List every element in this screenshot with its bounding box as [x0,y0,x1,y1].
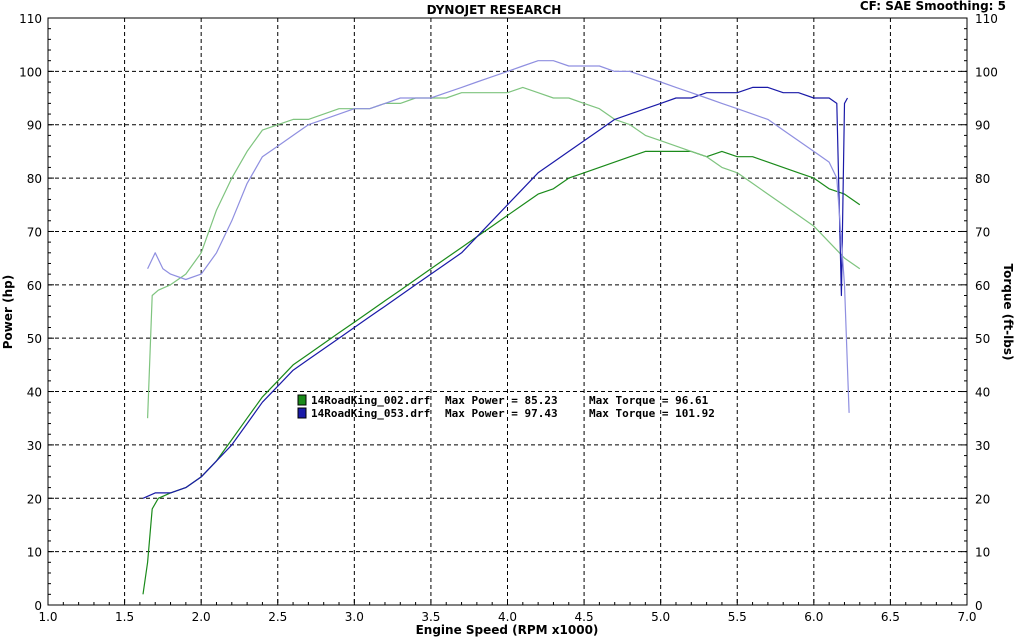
chart-title: DYNOJET RESEARCH [427,3,562,17]
y-tick-label: 50 [27,332,42,346]
y2-tick-label: 110 [975,12,998,26]
y-tick-label: 110 [19,12,42,26]
y-tick-label: 80 [27,172,42,186]
x-tick-label: 6.0 [804,610,823,624]
y-tick-label: 100 [19,65,42,79]
x-tick-label: 5.5 [728,610,747,624]
x-tick-label: 2.5 [268,610,287,624]
chart-settings: CF: SAE Smoothing: 5 [860,0,1006,13]
legend-swatch [297,394,307,406]
y2-tick-label: 60 [975,279,990,293]
x-tick-label: 5.0 [651,610,670,624]
legend-file-name: 14RoadKing_053.drf [311,407,430,420]
y2-tick-label: 40 [975,386,990,400]
series-line-14roadking-002-drf-power [142,150,861,595]
y2-tick-label: 70 [975,225,990,239]
y-tick-label: 0 [34,599,42,613]
series-lines [142,60,861,595]
x-tick-label: 6.5 [881,610,900,624]
y2-tick-label: 90 [975,119,990,133]
y-tick-label: 90 [27,119,42,133]
legend-max-power: Max Power = 97.43 [445,407,558,420]
x-tick-label: 7.0 [957,610,976,624]
y-tick-label: 70 [27,225,42,239]
legend-swatch [297,407,307,419]
series-line-14roadking-053-drf-power [142,86,849,499]
legend-max-torque: Max Torque = 101.92 [589,407,715,420]
x-tick-label: 1.0 [38,610,57,624]
y2-tick-label: 0 [975,599,983,613]
series-line-14roadking-053-drf-torque [147,60,850,413]
x-axis-label: Engine Speed (RPM x1000) [416,623,599,637]
y2-axis-label: Torque (ft-lbs) [1001,264,1015,361]
y2-tick-label: 100 [975,65,998,79]
y-tick-label: 40 [27,386,42,400]
x-tick-label: 3.5 [421,610,440,624]
x-tick-label: 4.0 [498,610,517,624]
x-tick-label: 1.5 [115,610,134,624]
y-tick-label: 60 [27,279,42,293]
y-axis-label: Power (hp) [1,275,15,349]
x-tick-label: 3.0 [345,610,364,624]
y2-tick-label: 80 [975,172,990,186]
legend-max-torque: Max Torque = 96.61 [589,394,709,407]
y-tick-label: 10 [27,546,42,560]
y2-tick-label: 30 [975,439,990,453]
y-tick-label: 20 [27,492,42,506]
x-tick-label: 4.5 [575,610,594,624]
x-tick-label: 2.0 [192,610,211,624]
legend-max-power: Max Power = 85.23 [445,394,558,407]
y-tick-label: 30 [27,439,42,453]
axis-ticks: 1.0 1.5 2.0 2.5 3.0 3.5 4.0 4.5 5.0 5.5 6.0 6.5 7.00… [19,12,998,624]
y2-tick-label: 50 [975,332,990,346]
legend-file-name: 14RoadKing_002.drf [311,394,430,407]
y2-tick-label: 10 [975,546,990,560]
series-line-14roadking-002-drf-torque [147,86,861,419]
y2-tick-label: 20 [975,492,990,506]
legend: 14RoadKing_002.drf Max Power = 85.23 Max T… [297,394,715,420]
